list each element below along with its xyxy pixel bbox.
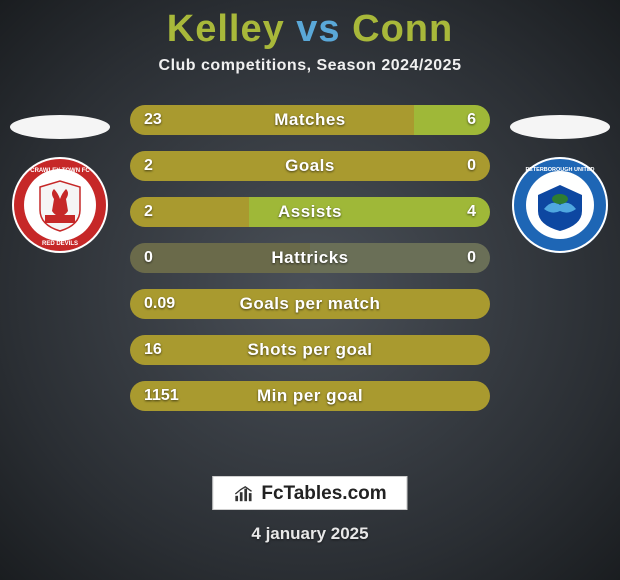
svg-text:RED DEVILS: RED DEVILS bbox=[42, 241, 78, 247]
stat-label: Matches bbox=[130, 105, 490, 135]
svg-text:CRAWLEY TOWN FC: CRAWLEY TOWN FC bbox=[30, 168, 90, 174]
club-crest-right: PETERBOROUGH UNITED bbox=[510, 155, 610, 255]
brand-text: FcTables.com bbox=[261, 483, 386, 505]
stat-value-left: 0 bbox=[130, 243, 167, 273]
date-label: 4 january 2025 bbox=[0, 524, 620, 544]
comparison-arena: CRAWLEY TOWN FC RED DEVILS PETERBOROUGH … bbox=[0, 93, 620, 513]
vs-separator: vs bbox=[296, 8, 340, 50]
stat-row: Assists2 4 bbox=[130, 197, 490, 227]
stat-bars-container: Matches236Goals20Assists24Hattricks00Goa… bbox=[130, 105, 490, 427]
stat-row: Matches23 6 bbox=[130, 105, 490, 135]
stat-value-left: 23 bbox=[130, 105, 176, 135]
stat-row: Min per goal1151 bbox=[130, 381, 490, 411]
stat-row: Goals per match0.09 bbox=[130, 289, 490, 319]
crest-left-svg: CRAWLEY TOWN FC RED DEVILS bbox=[10, 155, 110, 255]
stat-value-left: 2 bbox=[130, 197, 167, 227]
stat-value-left: 1151 bbox=[130, 381, 193, 411]
stat-value-right: 6 bbox=[453, 105, 490, 135]
stat-value-right: 4 bbox=[453, 197, 490, 227]
season-subtitle: Club competitions, Season 2024/2025 bbox=[0, 57, 620, 75]
spotlight-right bbox=[510, 115, 610, 139]
svg-text:PETERBOROUGH UNITED: PETERBOROUGH UNITED bbox=[525, 167, 594, 173]
brand-badge: FcTables.com bbox=[212, 476, 407, 510]
stat-label: Shots per goal bbox=[130, 335, 490, 365]
stat-label: Hattricks bbox=[130, 243, 490, 273]
stat-value-right: 0 bbox=[453, 243, 490, 273]
stat-row: Shots per goal16 bbox=[130, 335, 490, 365]
stat-value-left: 2 bbox=[130, 151, 167, 181]
crest-right-svg: PETERBOROUGH UNITED bbox=[510, 155, 610, 255]
stat-row: Goals2 0 bbox=[130, 151, 490, 181]
stat-value-left: 16 bbox=[130, 335, 176, 365]
stat-label: Assists bbox=[130, 197, 490, 227]
stat-value-right: 0 bbox=[453, 151, 490, 181]
stat-row: Hattricks0 0 bbox=[130, 243, 490, 273]
player1-name: Kelley bbox=[167, 8, 285, 50]
comparison-title: Kelley vs Conn bbox=[0, 0, 620, 51]
player2-name: Conn bbox=[352, 8, 453, 50]
stat-value-left: 0.09 bbox=[130, 289, 189, 319]
club-crest-left: CRAWLEY TOWN FC RED DEVILS bbox=[10, 155, 110, 255]
spotlight-left bbox=[10, 115, 110, 139]
stat-label: Goals bbox=[130, 151, 490, 181]
chart-icon bbox=[233, 485, 255, 503]
